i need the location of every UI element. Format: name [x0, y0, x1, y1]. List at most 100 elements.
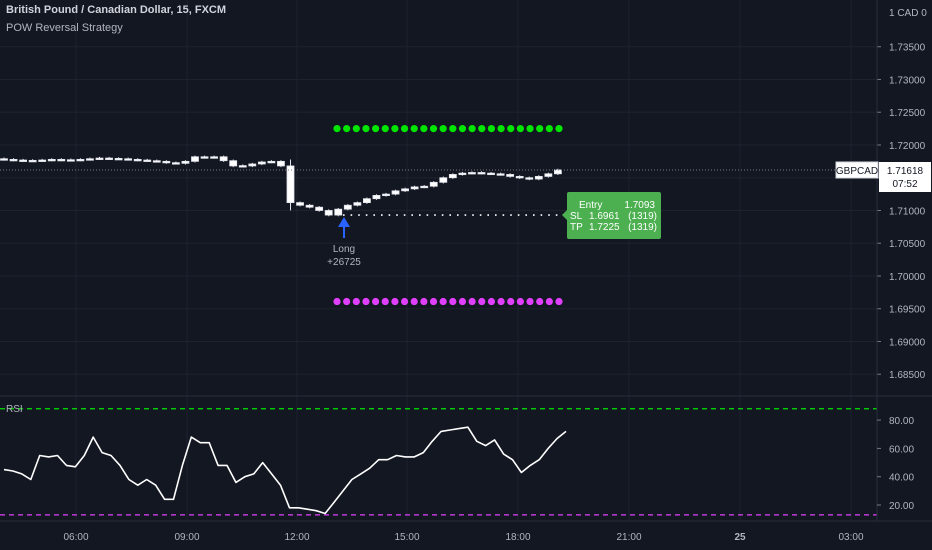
candle-body	[105, 157, 113, 160]
candle-body	[133, 158, 142, 162]
candle-body	[114, 158, 123, 161]
tp-level-dot	[555, 125, 563, 133]
tp-level-dot	[536, 125, 544, 133]
signal-label: Long	[333, 244, 355, 255]
candle-body	[534, 176, 543, 180]
candle-body	[420, 185, 429, 189]
tp-level-dot	[391, 125, 399, 133]
candle-body	[372, 195, 381, 200]
sl-level-dot	[478, 297, 486, 306]
sl-level-dot	[439, 297, 447, 306]
signal-value: +26725	[327, 257, 361, 268]
trade-box	[567, 192, 661, 239]
tp-level-dot	[439, 125, 447, 133]
candle-body	[305, 204, 314, 208]
rsi-panel	[0, 408, 877, 516]
tp-level-dot	[468, 125, 476, 133]
price-tick-label: 1.69500	[889, 305, 926, 316]
price-tick-label: 1.71000	[889, 206, 926, 217]
candle-body	[28, 159, 37, 163]
time-tick-label: 09:00	[174, 532, 199, 543]
sl-level-dot	[507, 297, 515, 306]
sl-level-dot	[391, 297, 399, 306]
candle-body	[171, 162, 180, 165]
tp-level-dot	[458, 125, 467, 133]
rsi-tick-label: 20.00	[889, 501, 914, 512]
candle-body	[162, 160, 171, 164]
trade-box-entry-label: Entry	[579, 200, 602, 211]
sl-level-dot	[468, 297, 476, 306]
candle-body	[277, 160, 285, 167]
candle-body	[353, 202, 362, 206]
candle-body	[19, 159, 28, 162]
candle-body	[429, 181, 438, 187]
time-tick-label: 25	[734, 532, 746, 543]
price-tick-label: 1.70500	[889, 239, 926, 250]
sl-level-dot	[420, 297, 428, 306]
strategy-name[interactable]: POW Reversal Strategy	[6, 22, 123, 34]
candle-body	[324, 210, 333, 216]
candle-body	[515, 176, 524, 179]
grid-lines	[0, 0, 877, 520]
candle-body	[0, 158, 8, 161]
candle-body	[401, 188, 410, 192]
sl-level-dot	[352, 297, 360, 306]
sl-level-dot	[410, 297, 418, 306]
price-tick-label: 1.72500	[889, 108, 926, 119]
candle-body	[86, 158, 94, 161]
candle-body	[382, 193, 390, 197]
candle-body	[248, 163, 257, 167]
candle-body	[315, 206, 324, 211]
tp-level-dot	[545, 125, 553, 133]
rsi-label[interactable]: RSI	[6, 404, 23, 415]
candle-body	[181, 160, 190, 164]
candle-body	[229, 160, 238, 167]
trade-box-entry-value: 1.7093	[624, 200, 655, 211]
candle-body	[9, 158, 18, 162]
tp-level-dot	[352, 125, 360, 133]
candle-body	[496, 173, 505, 176]
time-tick-label: 03:00	[838, 532, 863, 543]
candle-body	[525, 177, 534, 180]
candle-body	[554, 169, 562, 175]
trade-box-sl-points: (1319)	[628, 211, 657, 222]
candle-body	[487, 172, 495, 176]
candle-body	[544, 173, 553, 177]
candle-body	[210, 156, 219, 159]
time-tick-label: 12:00	[284, 532, 309, 543]
price-tick-label: 1.72000	[889, 141, 926, 152]
tp-level-dot	[516, 125, 524, 133]
symbol-tag-box	[835, 161, 879, 179]
time-tick-label: 21:00	[616, 532, 641, 543]
candle-body	[468, 172, 476, 175]
tp-level-dot	[381, 125, 389, 133]
time-tick-label: 15:00	[394, 532, 419, 543]
time-tick-label: 06:00	[63, 532, 88, 543]
price-tick-label: 1.68500	[889, 370, 926, 381]
candle-body	[343, 204, 352, 210]
candle-body	[57, 158, 66, 162]
trade-box-sl-value: 1.6961	[589, 211, 620, 222]
symbol-title[interactable]: British Pound / Canadian Dollar, 15, FXC…	[6, 4, 227, 16]
sl-level-dot	[449, 297, 457, 306]
price-tick-label: 1.70000	[889, 272, 926, 283]
candle-body	[124, 158, 133, 161]
candle-body	[152, 160, 161, 163]
candle-body	[286, 165, 295, 204]
price-tag-countdown: 07:52	[892, 179, 917, 190]
price-tick-label: 1.69000	[889, 337, 926, 348]
tp-level-dot	[343, 125, 351, 133]
tp-level-dot	[478, 125, 486, 133]
sl-level-dot	[526, 297, 534, 306]
candle-body	[95, 157, 104, 160]
sl-level-dot	[516, 297, 524, 306]
candle-body	[191, 156, 199, 162]
rsi-tick-label: 40.00	[889, 473, 914, 484]
strategy-levels: Long +26725 Entry 1.7093 SL 1.6961 (1319) TP 1.7…	[0, 125, 877, 306]
tp-level-dot	[507, 125, 515, 133]
sl-level-dot	[458, 297, 467, 306]
sl-level-dot	[333, 297, 341, 306]
trade-box-tp-label: TP	[570, 222, 583, 233]
sl-level-dot	[536, 297, 544, 306]
